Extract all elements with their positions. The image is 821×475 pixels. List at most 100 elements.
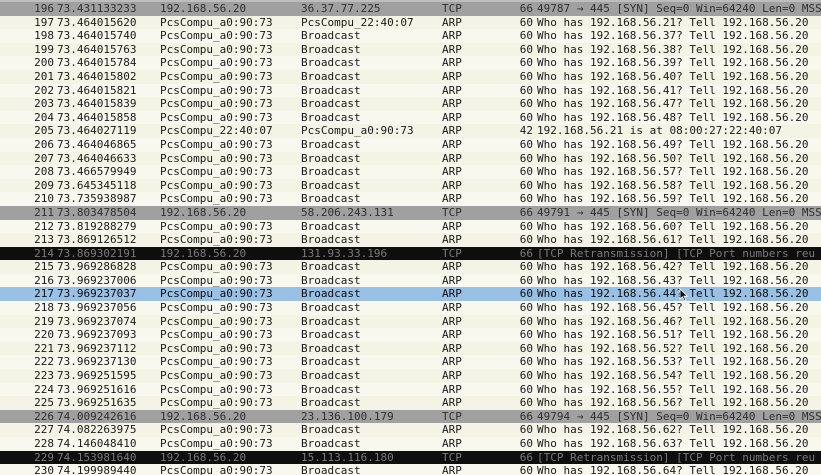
packet-row[interactable]: 211 73.803478504 192.168.56.20 58.206.243.1… bbox=[0, 205, 821, 220]
packet-length: 66 bbox=[519, 205, 533, 219]
packet-row[interactable]: 210 73.735938987 PcsCompu_a0:90:73 Broadcas… bbox=[0, 192, 821, 206]
packet-row[interactable]: 205 73.464027119 PcsCompu_22:40:07 PcsCompu… bbox=[0, 124, 821, 138]
packet-number: 208 bbox=[34, 165, 54, 179]
packet-protocol: ARP bbox=[442, 42, 462, 56]
packet-time: 73.969237093 bbox=[57, 328, 137, 342]
packet-time: 74.009242616 bbox=[57, 409, 137, 423]
packet-row[interactable]: 198 73.464015740 PcsCompu_a0:90:73 Broadcas… bbox=[0, 29, 821, 43]
packet-time: 73.969251595 bbox=[57, 369, 137, 383]
packet-row[interactable]: 202 73.464015821 PcsCompu_a0:90:73 Broadcas… bbox=[0, 83, 821, 98]
packet-time: 73.969286828 bbox=[57, 260, 137, 274]
packet-number: 214 bbox=[34, 246, 54, 260]
packet-source: PcsCompu_a0:90:73 bbox=[160, 233, 273, 247]
packet-number: 219 bbox=[34, 314, 54, 328]
packet-number: 200 bbox=[34, 56, 54, 70]
packet-number: 224 bbox=[34, 382, 54, 396]
packet-info: Who has 192.168.56.37? Tell 192.168.56.2… bbox=[537, 29, 809, 43]
packet-info: Who has 192.168.56.39? Tell 192.168.56.2… bbox=[537, 56, 809, 70]
packet-destination: Broadcast bbox=[301, 97, 361, 111]
packet-row[interactable]: 218 73.969237056 PcsCompu_a0:90:73 Broadcas… bbox=[0, 301, 821, 315]
packet-row[interactable]: 212 73.819288279 PcsCompu_a0:90:73 Broadcas… bbox=[0, 219, 821, 234]
packet-source: PcsCompu_a0:90:73 bbox=[160, 97, 273, 111]
packet-row[interactable]: 224 73.969251616 PcsCompu_a0:90:73 Broadcas… bbox=[0, 382, 821, 397]
packet-protocol: ARP bbox=[442, 233, 462, 247]
packet-row[interactable]: 213 73.869126512 PcsCompu_a0:90:73 Broadcas… bbox=[0, 233, 821, 247]
packet-row[interactable]: 220 73.969237093 PcsCompu_a0:90:73 Broadcas… bbox=[0, 328, 821, 342]
packet-protocol: ARP bbox=[442, 423, 462, 437]
packet-destination: Broadcast bbox=[301, 83, 361, 97]
packet-row[interactable]: 227 74.082263975 PcsCompu_a0:90:73 Broadcas… bbox=[0, 423, 821, 437]
packet-row[interactable]: 230 74.199989440 PcsCompu_a0:90:73 Broadcas… bbox=[0, 464, 821, 475]
packet-row[interactable]: 199 73.464015763 PcsCompu_a0:90:73 Broadcas… bbox=[0, 42, 821, 57]
packet-length: 60 bbox=[519, 314, 533, 328]
packet-time: 73.969251635 bbox=[57, 396, 137, 410]
packet-info: Who has 192.168.56.50? Tell 192.168.56.2… bbox=[537, 151, 809, 165]
packet-protocol: TCP bbox=[442, 2, 462, 15]
packet-source: PcsCompu_a0:90:73 bbox=[160, 29, 273, 43]
packet-row[interactable]: 209 73.645345118 PcsCompu_a0:90:73 Broadcas… bbox=[0, 178, 821, 193]
packet-destination: Broadcast bbox=[301, 151, 361, 165]
packet-row[interactable]: 219 73.969237074 PcsCompu_a0:90:73 Broadcas… bbox=[0, 314, 821, 329]
packet-length: 66 bbox=[519, 409, 533, 423]
packet-row[interactable]: 203 73.464015839 PcsCompu_a0:90:73 Broadcas… bbox=[0, 97, 821, 111]
packet-destination: Broadcast bbox=[301, 328, 361, 342]
packet-row-selected[interactable]: 217 73.969237037 PcsCompu_a0:90:73 Broadcas… bbox=[0, 287, 821, 302]
packet-row[interactable]: 221 73.969237112 PcsCompu_a0:90:73 Broadcas… bbox=[0, 341, 821, 356]
packet-number: 221 bbox=[34, 341, 54, 355]
packet-info: Who has 192.168.56.42? Tell 192.168.56.2… bbox=[537, 260, 809, 274]
packet-info: Who has 192.168.56.21? Tell 192.168.56.2… bbox=[537, 15, 809, 29]
packet-row[interactable]: 226 74.009242616 192.168.56.20 23.136.100.1… bbox=[0, 409, 821, 424]
packet-protocol: ARP bbox=[442, 260, 462, 274]
packet-length: 60 bbox=[519, 396, 533, 410]
packet-protocol: ARP bbox=[442, 137, 462, 151]
packet-source: PcsCompu_a0:90:73 bbox=[160, 137, 273, 151]
packet-number: 227 bbox=[34, 423, 54, 437]
packet-length: 60 bbox=[519, 355, 533, 369]
packet-time: 73.464015821 bbox=[57, 83, 137, 97]
packet-destination: Broadcast bbox=[301, 56, 361, 70]
packet-row[interactable]: 222 73.969237130 PcsCompu_a0:90:73 Broadcas… bbox=[0, 355, 821, 370]
packet-number: 222 bbox=[34, 355, 54, 369]
packet-source: PcsCompu_a0:90:73 bbox=[160, 396, 273, 410]
packet-row[interactable]: 207 73.464046633 PcsCompu_a0:90:73 Broadcas… bbox=[0, 151, 821, 166]
packet-source: PcsCompu_a0:90:73 bbox=[160, 273, 273, 287]
packet-row[interactable]: 229 74.153981640 192.168.56.20 15.113.116.1… bbox=[0, 450, 821, 465]
packet-row[interactable]: 201 73.464015802 PcsCompu_a0:90:73 Broadcas… bbox=[0, 69, 821, 84]
packet-row[interactable]: 197 73.464015620 PcsCompu_a0:90:73 PcsCompu… bbox=[0, 15, 821, 30]
packet-length: 60 bbox=[519, 83, 533, 97]
packet-source: PcsCompu_a0:90:73 bbox=[160, 110, 273, 124]
packet-row[interactable]: 228 74.146048410 PcsCompu_a0:90:73 Broadcas… bbox=[0, 437, 821, 451]
packet-length: 60 bbox=[519, 437, 533, 450]
packet-destination: 36.37.77.225 bbox=[301, 2, 381, 15]
packet-source: 192.168.56.20 bbox=[160, 205, 247, 219]
packet-row[interactable]: 214 73.869302191 192.168.56.20 131.93.33.19… bbox=[0, 246, 821, 261]
packet-protocol: ARP bbox=[442, 464, 462, 475]
packet-time: 73.819288279 bbox=[57, 219, 137, 233]
packet-row[interactable]: 215 73.969286828 PcsCompu_a0:90:73 Broadcas… bbox=[0, 260, 821, 274]
packet-row[interactable]: 196 73.431133233 192.168.56.20 36.37.77.225… bbox=[0, 2, 821, 16]
packet-time: 74.199989440 bbox=[57, 464, 137, 475]
packet-number: 215 bbox=[34, 260, 54, 274]
packet-row[interactable]: 204 73.464015858 PcsCompu_a0:90:73 Broadcas… bbox=[0, 110, 821, 125]
packet-source: PcsCompu_a0:90:73 bbox=[160, 314, 273, 328]
packet-destination: Broadcast bbox=[301, 137, 361, 151]
packet-number: 204 bbox=[34, 110, 54, 124]
packet-time: 73.431133233 bbox=[57, 2, 137, 15]
packet-source: PcsCompu_a0:90:73 bbox=[160, 260, 273, 274]
packet-protocol: ARP bbox=[442, 29, 462, 43]
packet-row[interactable]: 225 73.969251635 PcsCompu_a0:90:73 Broadcas… bbox=[0, 396, 821, 410]
packet-row[interactable]: 208 73.466579949 PcsCompu_a0:90:73 Broadcas… bbox=[0, 165, 821, 179]
packet-row[interactable]: 223 73.969251595 PcsCompu_a0:90:73 Broadcas… bbox=[0, 369, 821, 383]
packet-destination: PcsCompu_22:40:07 bbox=[301, 15, 414, 29]
packet-row[interactable]: 206 73.464046865 PcsCompu_a0:90:73 Broadcas… bbox=[0, 137, 821, 152]
packet-length: 60 bbox=[519, 42, 533, 56]
packet-length: 60 bbox=[519, 15, 533, 29]
packet-info: Who has 192.168.56.55? Tell 192.168.56.2… bbox=[537, 382, 809, 396]
packet-row[interactable]: 216 73.969237006 PcsCompu_a0:90:73 Broadcas… bbox=[0, 273, 821, 288]
packet-row[interactable]: 200 73.464015784 PcsCompu_a0:90:73 Broadcas… bbox=[0, 56, 821, 70]
packet-time: 73.869302191 bbox=[57, 246, 137, 260]
packet-info: Who has 192.168.56.51? Tell 192.168.56.2… bbox=[537, 328, 809, 342]
packet-length: 60 bbox=[519, 369, 533, 383]
packet-protocol: ARP bbox=[442, 178, 462, 192]
